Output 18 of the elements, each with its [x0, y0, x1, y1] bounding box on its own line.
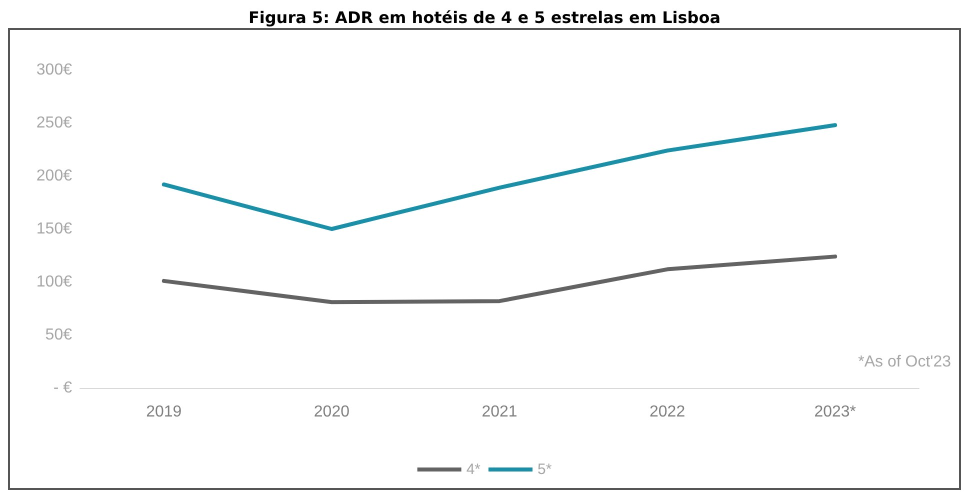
chart-title: Figura 5: ADR em hotéis de 4 e 5 estrelas em Lisboa	[247, 8, 722, 28]
y-tick-label: 150€	[36, 220, 72, 238]
y-tick-label: - €	[53, 380, 72, 396]
x-tick-label: 2023*	[814, 404, 856, 420]
y-tick-label: 100€	[36, 274, 72, 290]
line-series	[162, 123, 838, 231]
line-series	[162, 254, 838, 304]
x-tick-label: 2020	[314, 404, 350, 420]
legend-label: 4*	[466, 461, 481, 478]
y-tick-label: 250€	[36, 114, 72, 132]
annotation: *As of Oct'23	[858, 354, 952, 370]
legend-label: 5*	[538, 461, 552, 478]
x-tick-label: 2021	[482, 404, 518, 420]
y-tick-label: 50€	[45, 326, 72, 344]
y-tick-label: 200€	[36, 168, 72, 184]
x-tick-label: 2022	[650, 404, 686, 420]
x-tick-label: 2019	[146, 404, 182, 420]
y-tick-label: 300€	[36, 62, 72, 78]
